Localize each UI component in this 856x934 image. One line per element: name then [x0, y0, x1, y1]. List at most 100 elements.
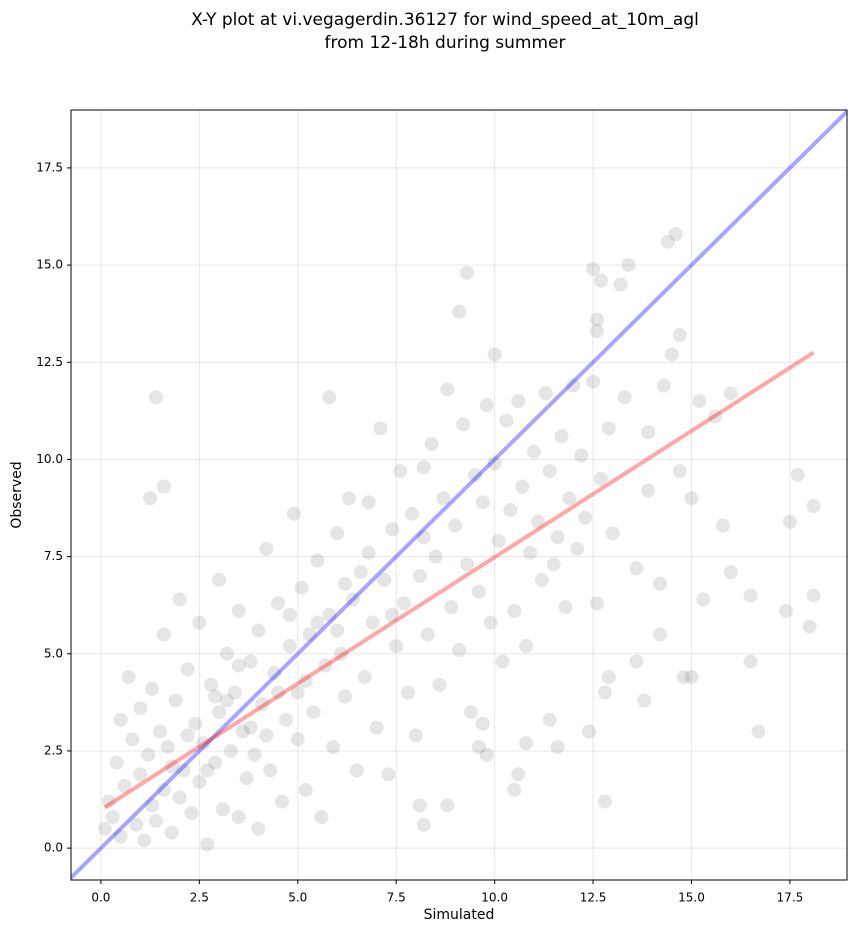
point — [743, 588, 758, 603]
point — [401, 685, 416, 700]
point — [192, 615, 207, 630]
point — [416, 460, 431, 475]
point — [168, 693, 183, 708]
point — [271, 685, 286, 700]
point — [282, 607, 297, 622]
point — [589, 312, 604, 327]
x-tick-label: 2.5 — [190, 891, 209, 905]
point — [227, 685, 242, 700]
point — [397, 596, 412, 611]
point — [440, 382, 455, 397]
point — [408, 728, 423, 743]
point — [464, 705, 479, 720]
point — [448, 518, 463, 533]
x-tick-label: 5.0 — [288, 891, 307, 905]
y-tick-label: 17.5 — [36, 160, 63, 174]
point — [578, 510, 593, 525]
point — [428, 549, 443, 564]
point — [782, 514, 797, 529]
point — [184, 806, 199, 821]
point — [436, 491, 451, 506]
point — [652, 576, 667, 591]
point — [231, 658, 246, 673]
x-tick-label: 17.5 — [777, 891, 804, 905]
point — [239, 771, 254, 786]
point — [212, 705, 227, 720]
point — [275, 794, 290, 809]
point — [412, 798, 427, 813]
point — [361, 545, 376, 560]
point — [593, 471, 608, 486]
point — [345, 592, 360, 607]
point — [507, 782, 522, 797]
point — [208, 755, 223, 770]
point — [440, 798, 455, 813]
point — [684, 670, 699, 685]
plot-frame — [70, 109, 848, 881]
point — [298, 673, 313, 688]
point — [637, 693, 652, 708]
point — [180, 662, 195, 677]
point — [385, 522, 400, 537]
point — [259, 728, 274, 743]
point — [412, 569, 427, 584]
point — [235, 724, 250, 739]
point — [294, 580, 309, 595]
point — [582, 724, 597, 739]
point — [204, 677, 219, 692]
point — [223, 743, 238, 758]
point — [672, 328, 687, 343]
point — [385, 607, 400, 622]
point — [180, 728, 195, 743]
point — [530, 514, 545, 529]
point — [586, 261, 601, 276]
point — [664, 347, 679, 362]
point — [322, 390, 337, 405]
point — [145, 681, 160, 696]
point — [495, 654, 510, 669]
point — [601, 421, 616, 436]
point — [141, 747, 156, 762]
point — [152, 724, 167, 739]
point — [338, 576, 353, 591]
point — [219, 646, 234, 661]
chart-subtitle: from 12-18h during summer — [325, 33, 566, 53]
point — [483, 615, 498, 630]
point — [456, 417, 471, 432]
point — [381, 767, 396, 782]
point — [660, 234, 675, 249]
fit-line — [71, 110, 847, 880]
point — [515, 479, 530, 494]
point — [519, 639, 534, 654]
point — [696, 592, 711, 607]
point — [133, 701, 148, 716]
point — [589, 596, 604, 611]
point — [723, 565, 738, 580]
point — [322, 607, 337, 622]
point — [507, 604, 522, 619]
point — [286, 506, 301, 521]
point — [676, 670, 691, 685]
point — [117, 778, 132, 793]
point — [601, 670, 616, 685]
x-tick-label: 0.0 — [91, 891, 110, 905]
point — [164, 759, 179, 774]
point — [652, 627, 667, 642]
point — [255, 697, 270, 712]
point — [361, 495, 376, 510]
y-tick-label: 12.5 — [36, 355, 63, 369]
point — [389, 639, 404, 654]
point — [589, 324, 604, 339]
point — [684, 491, 699, 506]
point — [806, 588, 821, 603]
point — [672, 464, 687, 479]
point — [212, 572, 227, 587]
fit-line — [103, 350, 815, 809]
point — [143, 491, 158, 506]
point — [475, 495, 490, 510]
point — [338, 689, 353, 704]
point — [318, 658, 333, 673]
point — [149, 390, 164, 405]
point — [475, 716, 490, 731]
